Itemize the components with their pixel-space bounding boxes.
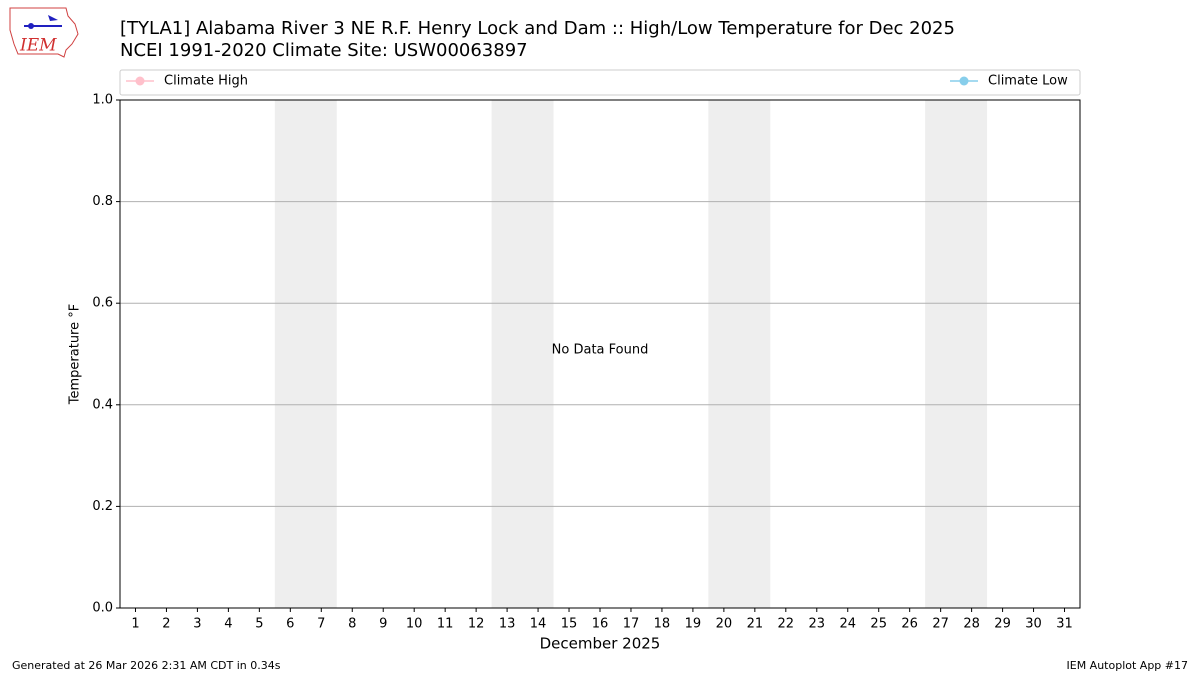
annotation: No Data Found <box>552 343 649 358</box>
x-tick-label: 10 <box>406 617 423 632</box>
x-tick-label: 2 <box>162 617 170 632</box>
logo-text: IEM <box>19 36 57 56</box>
x-tick-label: 4 <box>224 617 232 632</box>
y-tick-label: 0.4 <box>92 397 113 412</box>
legend-marker <box>135 76 145 86</box>
y-axis-label: Temperature °F <box>68 304 83 405</box>
x-tick-label: 5 <box>255 617 263 632</box>
weekend-band <box>925 100 988 608</box>
x-tick-label: 21 <box>747 617 764 632</box>
y-tick-label: 0.0 <box>92 601 113 616</box>
x-tick-label: 17 <box>623 617 640 632</box>
x-tick-label: 15 <box>561 617 578 632</box>
legend-marker <box>959 76 969 86</box>
y-tick-label: 0.2 <box>92 499 113 514</box>
x-tick-label: 7 <box>317 617 325 632</box>
x-tick-label: 29 <box>994 617 1011 632</box>
x-tick-label: 25 <box>870 617 887 632</box>
x-tick-label: 13 <box>499 617 516 632</box>
x-tick-label: 28 <box>963 617 980 632</box>
x-tick-label: 30 <box>1025 617 1042 632</box>
footer-right: IEM Autoplot App #17 <box>1067 659 1189 672</box>
x-tick-label: 20 <box>716 617 733 632</box>
y-tick-label: 0.8 <box>92 194 113 209</box>
x-tick-label: 27 <box>932 617 949 632</box>
weekend-band <box>491 100 554 608</box>
x-tick-label: 12 <box>468 617 485 632</box>
x-tick-label: 18 <box>654 617 671 632</box>
footer-left: Generated at 26 Mar 2026 2:31 AM CDT in … <box>12 659 281 672</box>
x-tick-label: 23 <box>809 617 826 632</box>
x-tick-label: 19 <box>685 617 702 632</box>
x-tick-label: 26 <box>901 617 918 632</box>
x-tick-label: 16 <box>592 617 609 632</box>
x-tick-label: 6 <box>286 617 294 632</box>
x-tick-label: 8 <box>348 617 356 632</box>
y-tick-label: 0.6 <box>92 296 113 311</box>
x-tick-label: 9 <box>379 617 387 632</box>
x-tick-label: 22 <box>778 617 795 632</box>
y-tick-label: 1.0 <box>92 93 113 108</box>
x-tick-label: 1 <box>131 617 139 632</box>
x-tick-label: 31 <box>1056 617 1073 632</box>
x-axis-label: December 2025 <box>540 635 661 653</box>
logo: IEM <box>9 7 79 58</box>
weekend-band <box>274 100 337 608</box>
weekend-band <box>708 100 771 608</box>
legend-label: Climate High <box>164 74 248 89</box>
chart-title: [TYLA1] Alabama River 3 NE R.F. Henry Lo… <box>120 18 955 39</box>
x-tick-label: 11 <box>437 617 454 632</box>
x-tick-label: 3 <box>193 617 201 632</box>
legend-box <box>119 69 1081 96</box>
chart-subtitle: NCEI 1991-2020 Climate Site: USW00063897 <box>120 40 528 61</box>
legend-label: Climate Low <box>988 74 1068 89</box>
plot-frame <box>119 99 1081 609</box>
x-tick-label: 24 <box>839 617 856 632</box>
x-tick-label: 14 <box>530 617 547 632</box>
